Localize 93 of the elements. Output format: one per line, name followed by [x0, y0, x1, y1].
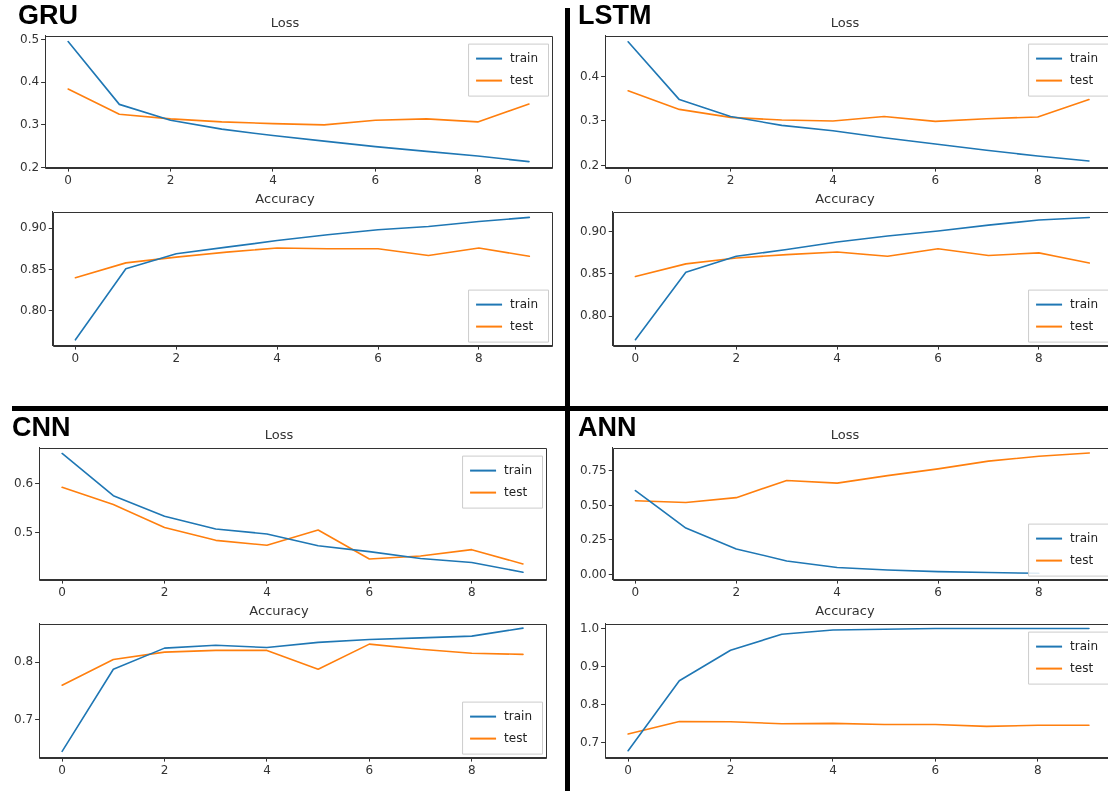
legend-label: train — [510, 50, 539, 65]
x-tick-label: 0 — [631, 350, 640, 365]
x-tick-label: 4 — [829, 762, 837, 777]
y-tick-label: 0.4 — [579, 68, 600, 83]
y-tick-label: 0.90 — [20, 220, 47, 235]
x-tick-label: 0 — [624, 172, 632, 187]
x-tick-label: 8 — [1035, 350, 1043, 365]
y-tick-label: 0.5 — [13, 525, 34, 540]
chart-title: Loss — [830, 427, 860, 443]
legend-label: train — [504, 708, 533, 723]
y-tick-label: 0.4 — [19, 74, 40, 89]
y-tick-label: 0.85 — [580, 266, 607, 281]
y-tick-label: 0.8 — [579, 696, 600, 711]
x-tick-label: 6 — [371, 172, 380, 187]
y-tick-label: 0.2 — [579, 157, 600, 172]
legend-label: train — [504, 462, 533, 477]
legend-label: train — [1070, 296, 1099, 311]
legend-label: test — [1070, 318, 1094, 333]
text: ANN — [578, 412, 637, 442]
x-tick-label: 6 — [374, 350, 382, 365]
x-tick-label: 2 — [166, 172, 175, 187]
x-tick-label: 6 — [931, 762, 940, 777]
y-tick-label: 0.5 — [19, 31, 40, 46]
x-tick-label: 6 — [934, 584, 942, 599]
x-tick-label: 0 — [624, 762, 632, 777]
legend-label: train — [1070, 50, 1099, 65]
y-tick-label: 0.3 — [579, 113, 600, 128]
y-tick-label: 0.25 — [580, 532, 607, 547]
y-tick-label: 0.7 — [579, 734, 600, 749]
legend-label: train — [510, 296, 539, 311]
text: LSTM — [578, 0, 652, 30]
x-tick-label: 2 — [160, 762, 169, 777]
x-tick-label: 2 — [726, 172, 735, 187]
legend-label: test — [504, 484, 528, 499]
y-tick-label: 0.85 — [20, 261, 47, 276]
y-tick-label: 0.75 — [580, 462, 607, 477]
x-tick-label: 4 — [833, 350, 841, 365]
x-tick-label: 2 — [172, 350, 181, 365]
x-tick-label: 0 — [58, 762, 66, 777]
legend-label: train — [1070, 638, 1099, 653]
legend-label: test — [510, 72, 534, 87]
x-tick-label: 2 — [726, 762, 735, 777]
x-tick-label: 8 — [475, 350, 483, 365]
y-tick-label: 0.90 — [580, 223, 607, 238]
x-tick-label: 2 — [160, 584, 169, 599]
y-tick-label: 0.00 — [580, 566, 607, 581]
y-tick-label: 0.80 — [580, 308, 607, 323]
chart-title: Loss — [270, 15, 300, 31]
x-tick-label: 4 — [269, 172, 277, 187]
x-tick-label: 6 — [365, 762, 374, 777]
legend-label: test — [510, 318, 534, 333]
chart-title: Loss — [830, 15, 860, 31]
x-tick-label: 4 — [263, 584, 271, 599]
y-tick-label: 0.80 — [20, 302, 47, 317]
x-tick-label: 6 — [934, 350, 942, 365]
x-tick-label: 4 — [273, 350, 281, 365]
y-tick-label: 0.2 — [19, 159, 40, 174]
legend-label: train — [1070, 530, 1099, 545]
x-tick-label: 8 — [1033, 172, 1042, 187]
text: CNN — [12, 412, 71, 442]
x-tick-label: 2 — [732, 584, 741, 599]
chart-title: Accuracy — [255, 191, 315, 207]
chart-title: Loss — [264, 427, 294, 443]
chart-title: Accuracy — [249, 603, 309, 619]
x-tick-label: 4 — [833, 584, 841, 599]
x-tick-label: 4 — [263, 762, 271, 777]
x-tick-label: 2 — [732, 350, 741, 365]
legend-label: test — [1070, 552, 1094, 567]
legend-label: test — [1070, 72, 1094, 87]
x-tick-label: 8 — [473, 172, 482, 187]
legend-label: test — [504, 730, 528, 745]
x-tick-label: 8 — [1033, 762, 1042, 777]
x-tick-label: 0 — [58, 584, 66, 599]
x-tick-label: 6 — [365, 584, 374, 599]
x-tick-label: 8 — [467, 584, 476, 599]
y-tick-label: 0.7 — [13, 711, 34, 726]
x-tick-label: 4 — [829, 172, 837, 187]
x-tick-label: 0 — [631, 584, 640, 599]
chart-title: Accuracy — [815, 191, 875, 207]
x-tick-label: 8 — [1035, 584, 1043, 599]
legend-label: test — [1070, 660, 1094, 675]
x-tick-label: 6 — [931, 172, 940, 187]
x-tick-label: 0 — [71, 350, 80, 365]
x-tick-label: 8 — [467, 762, 476, 777]
y-tick-label: 0.9 — [579, 658, 600, 673]
y-tick-label: 0.50 — [580, 497, 607, 512]
x-tick-label: 0 — [64, 172, 72, 187]
y-tick-label: 0.8 — [13, 654, 34, 669]
y-tick-label: 1.0 — [579, 620, 600, 635]
y-tick-label: 0.6 — [13, 476, 34, 491]
chart-title: Accuracy — [815, 603, 875, 619]
text: GRU — [18, 0, 78, 30]
y-tick-label: 0.3 — [19, 117, 40, 132]
